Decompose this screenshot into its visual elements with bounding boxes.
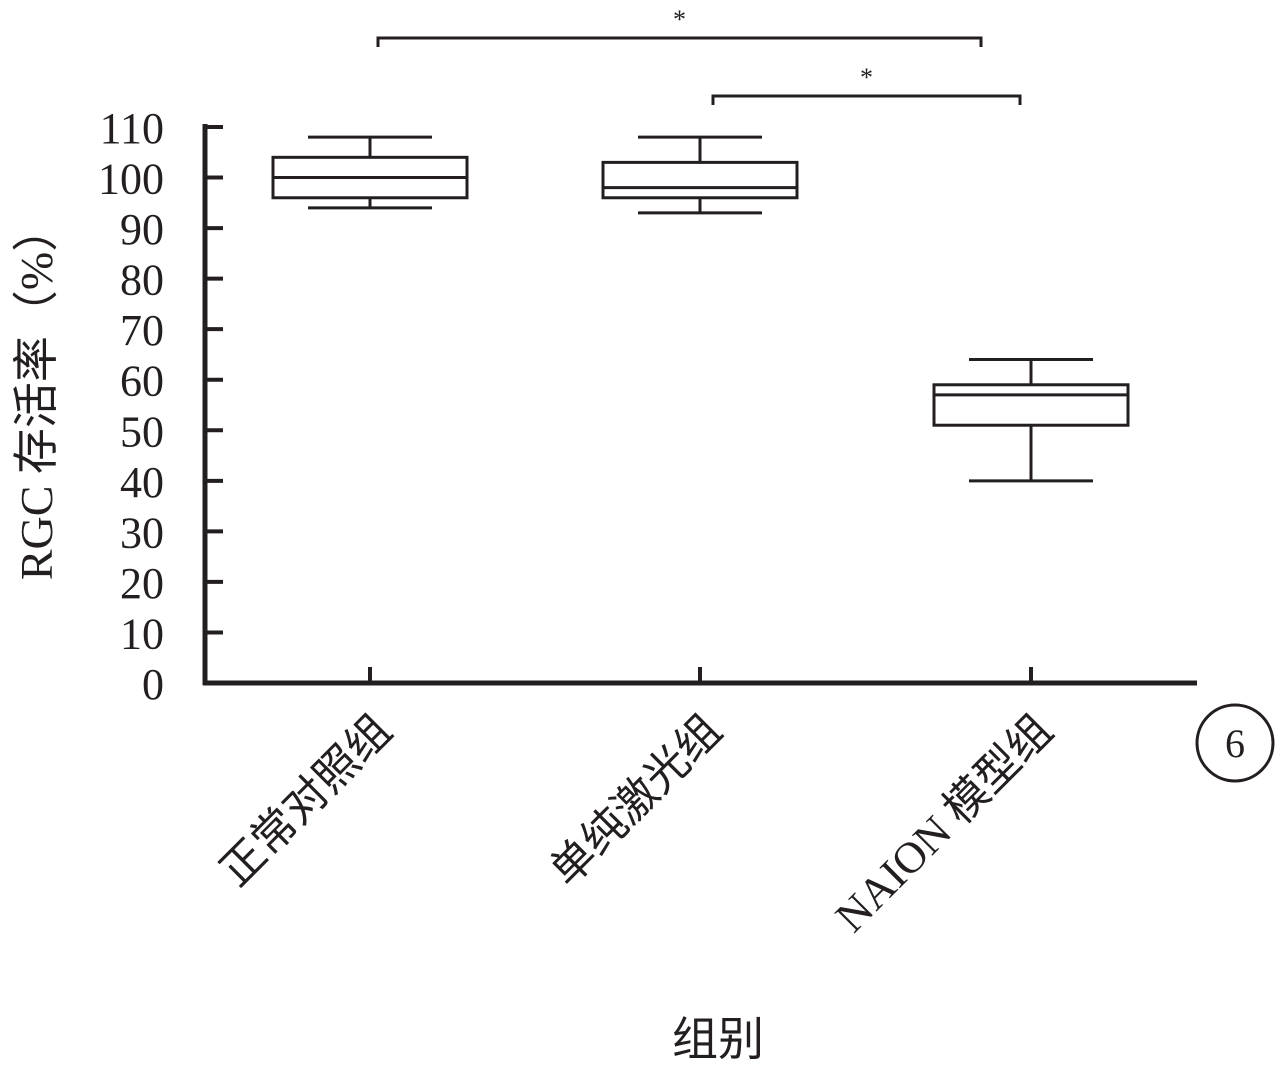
y-tick-label: 20 [120, 559, 164, 608]
panel-label: 6 [1195, 703, 1275, 783]
y-tick-label: 70 [120, 306, 164, 355]
y-axis-label: RGC 存活率（%） [11, 206, 62, 580]
y-tick-label: 80 [120, 256, 164, 305]
y-tick-label: 60 [120, 357, 164, 406]
box-1 [271, 135, 469, 210]
box-3 [932, 358, 1130, 483]
boxes [271, 135, 1130, 483]
bracket-line [711, 94, 1022, 105]
y-tick-label: 0 [142, 660, 164, 709]
panel-label-circle [1195, 703, 1275, 783]
significance-brackets: ** [376, 5, 1022, 105]
y-tick-label: 40 [120, 458, 164, 507]
significance-label: * [860, 63, 873, 92]
y-tick-label: 50 [120, 407, 164, 456]
x-ticks: 正常对照组 单纯激光组 NAION 模型组 [211, 667, 1062, 941]
significance-bracket-2: * [711, 63, 1022, 105]
panel-label-text: 6 [1225, 721, 1245, 766]
significance-label: * [673, 5, 686, 34]
box-iqr [932, 383, 1130, 427]
y-tick-label: 10 [120, 609, 164, 658]
y-tick-label: 100 [98, 155, 164, 204]
x-tick-label: NAION 模型组 [826, 705, 1062, 941]
x-axis-label: 组别 [672, 1014, 764, 1065]
box-2 [601, 135, 799, 215]
y-tick-label: 90 [120, 205, 164, 254]
x-tick-label: 正常对照组 [211, 705, 401, 895]
x-tick-label: 单纯激光组 [541, 705, 731, 895]
bracket-line [376, 36, 983, 47]
box-iqr [601, 160, 799, 200]
y-tick-label: 110 [100, 104, 164, 153]
significance-bracket-1: * [376, 5, 983, 47]
y-tick-label: 30 [120, 508, 164, 557]
